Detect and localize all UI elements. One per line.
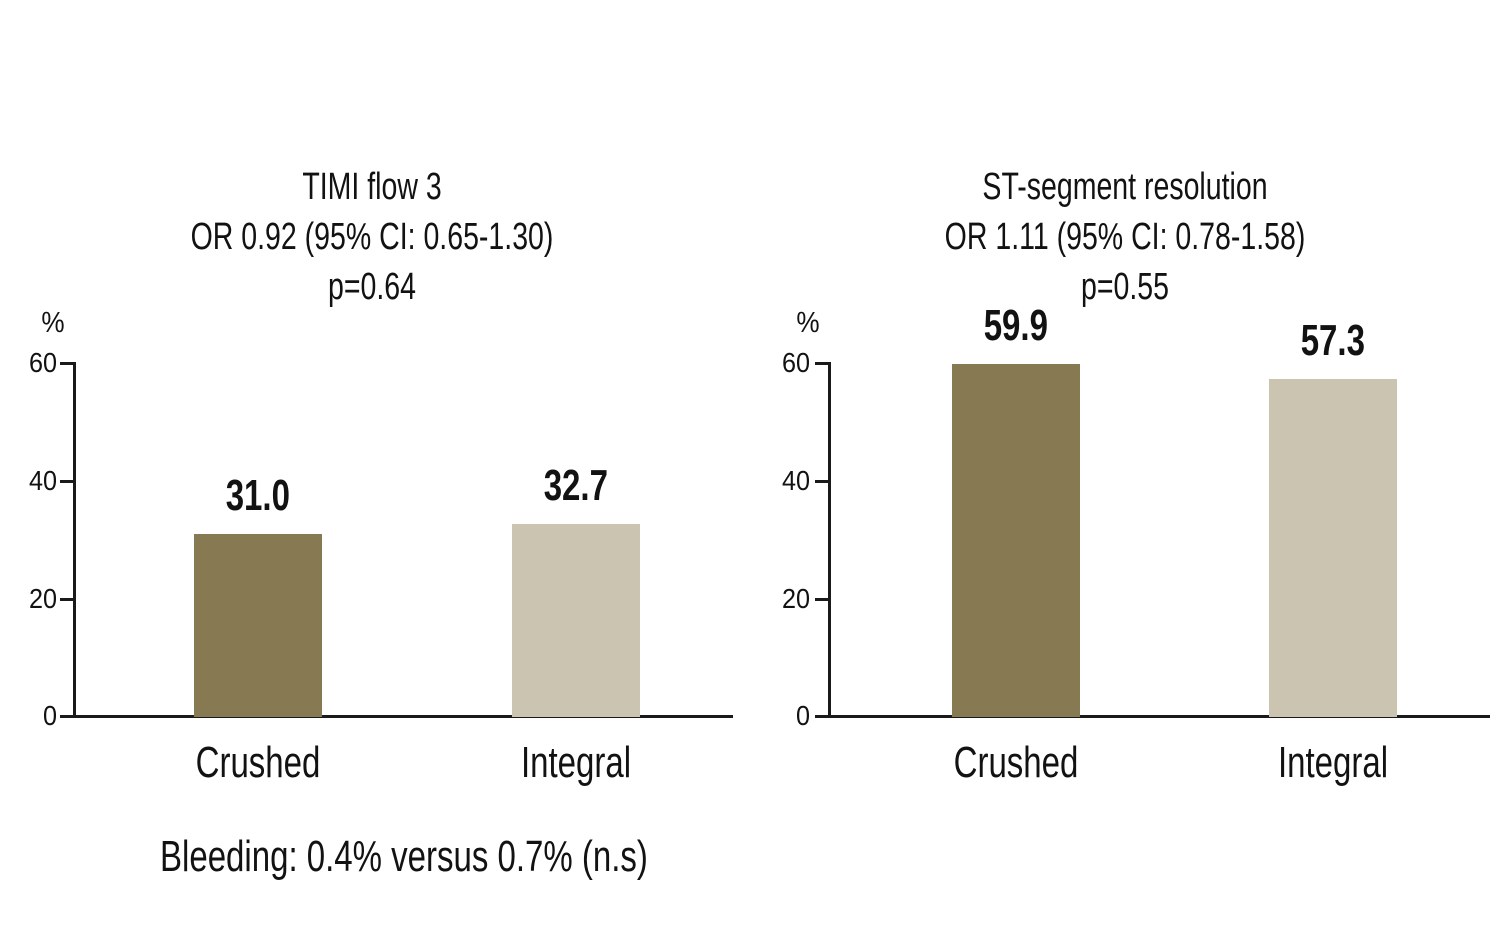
bar-slot-integral: 32.7	[512, 464, 640, 717]
chart-title-block: TIMI flow 3 OR 0.92 (95% CI: 0.65-1.30) …	[147, 162, 597, 312]
bar-value-label: 59.9	[983, 300, 1049, 350]
chart-title-block: ST-segment resolution OR 1.11 (95% CI: 0…	[900, 162, 1350, 312]
y-tick-mark-20	[815, 598, 828, 601]
chart-title: TIMI flow 3	[302, 166, 442, 208]
bar-value-label: 57.3	[1300, 315, 1366, 365]
y-tick-label-0: 0	[795, 700, 810, 731]
chart-subtitle-or: OR 0.92 (95% CI: 0.65-1.30)	[190, 216, 554, 258]
bar-integral	[512, 524, 640, 717]
bar-crushed	[194, 534, 322, 717]
y-tick-mark-0	[815, 715, 828, 718]
category-label-crushed: Crushed	[195, 738, 321, 787]
bar-slot-integral: 57.3	[1269, 315, 1397, 717]
bar-value-label: 32.7	[543, 461, 609, 511]
category-label-integral: Integral	[1277, 738, 1389, 787]
chart-p-value: p=0.55	[1081, 266, 1169, 308]
bar-crushed	[952, 363, 1080, 717]
y-axis-unit-label: %	[796, 307, 820, 339]
y-axis-line	[73, 362, 76, 718]
chart-p-value: p=0.64	[328, 266, 416, 308]
chart-title: ST-segment resolution	[982, 166, 1268, 208]
bar-integral	[1269, 378, 1397, 717]
y-tick-mark-0	[60, 715, 73, 718]
x-axis-line	[828, 715, 1490, 718]
category-label-integral: Integral	[520, 738, 632, 787]
bar-value-label: 31.0	[225, 471, 291, 521]
bar-slot-crushed: 59.9	[952, 300, 1080, 717]
y-tick-label-40: 40	[28, 465, 57, 496]
x-axis-line	[73, 715, 733, 718]
category-label-crushed: Crushed	[953, 738, 1079, 787]
y-tick-mark-60	[60, 362, 73, 365]
footnote-bleeding: Bleeding: 0.4% versus 0.7% (n.s)	[160, 832, 648, 881]
y-tick-label-20: 20	[781, 583, 810, 614]
y-tick-label-60: 60	[28, 347, 57, 378]
y-tick-label-60: 60	[781, 347, 810, 378]
y-tick-mark-20	[60, 598, 73, 601]
y-tick-label-20: 20	[28, 583, 57, 614]
y-tick-mark-40	[815, 480, 828, 483]
y-tick-label-40: 40	[781, 465, 810, 496]
y-axis-unit-label: %	[41, 307, 65, 339]
y-tick-label-0: 0	[42, 700, 57, 731]
y-tick-mark-60	[815, 362, 828, 365]
y-axis-line	[828, 362, 831, 718]
bar-slot-crushed: 31.0	[194, 474, 322, 717]
chart-subtitle-or: OR 1.11 (95% CI: 0.78-1.58)	[944, 216, 1306, 258]
y-tick-mark-40	[60, 480, 73, 483]
